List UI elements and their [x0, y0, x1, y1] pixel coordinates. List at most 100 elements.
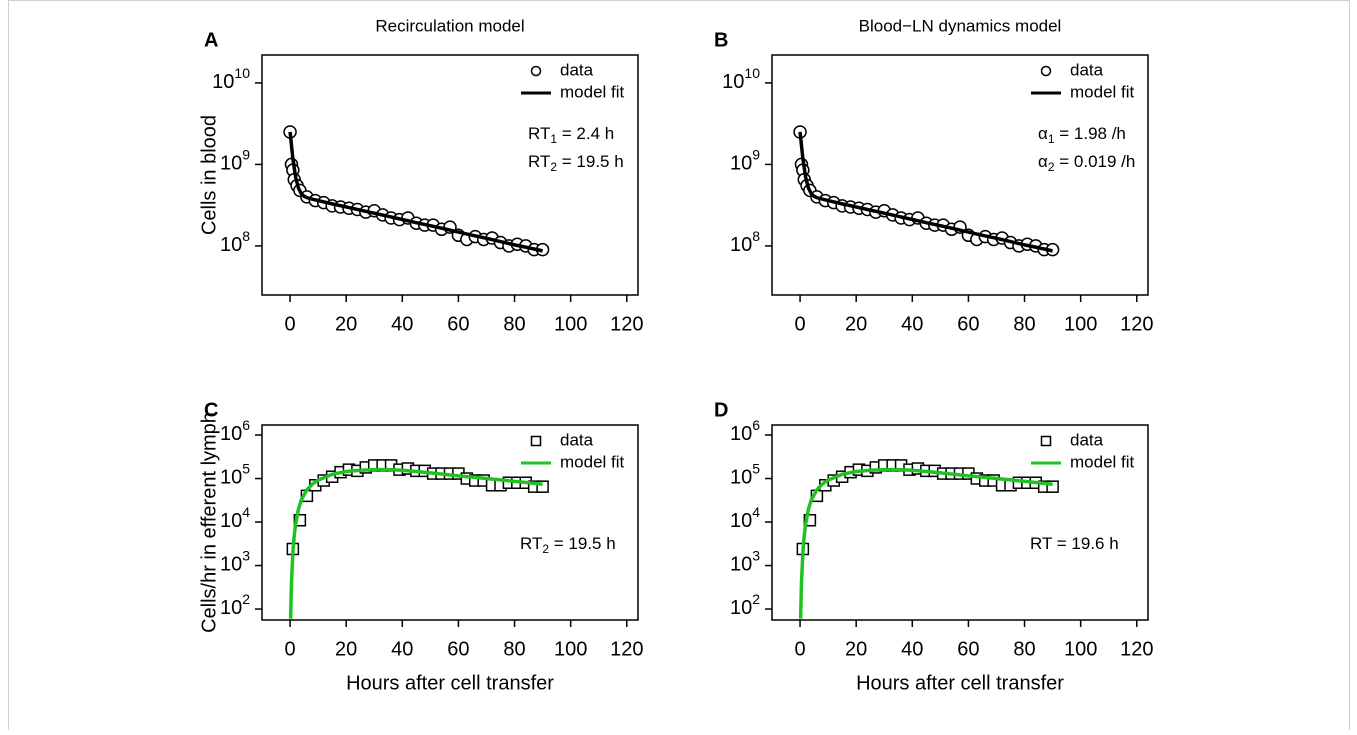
y-tick-exponent: 3 — [752, 547, 760, 563]
x-tick-label: 20 — [335, 313, 357, 335]
y-tick-base: 10 — [730, 510, 752, 532]
annotation: RT1 = 2.4 h — [528, 124, 614, 146]
x-tick-label: 120 — [1120, 313, 1153, 335]
y-tick-base: 10 — [730, 554, 752, 576]
annotation: RT2 = 19.5 h — [520, 534, 616, 556]
annotation-subscript: 2 — [1048, 160, 1055, 174]
fit-line — [798, 467, 1053, 619]
y-tick-base: 10 — [220, 423, 242, 445]
annotation-text: α — [1038, 152, 1048, 171]
x-tick-label: 80 — [503, 313, 525, 335]
panel-letter: D — [714, 399, 728, 421]
legend-marker — [1040, 65, 1052, 77]
y-tick-exponent: 9 — [752, 146, 760, 162]
x-tick-label: 80 — [503, 638, 525, 660]
y-axis-label: Cells in blood — [198, 115, 220, 235]
y-tick-base: 10 — [730, 234, 752, 256]
y-tick-exponent: 4 — [242, 504, 250, 520]
y-tick-label: 1010 — [722, 65, 760, 94]
panel-letter: A — [204, 29, 218, 51]
data-point — [803, 513, 817, 527]
fit-line — [288, 131, 543, 253]
annotation-text: = 19.5 h — [549, 534, 616, 553]
annotation-subscript: 1 — [1048, 132, 1055, 146]
panel-title: Recirculation model — [375, 16, 524, 35]
y-tick-exponent: 4 — [752, 504, 760, 520]
x-tick-label: 20 — [845, 313, 867, 335]
y-tick-label: 103 — [220, 547, 250, 576]
y-tick-base: 10 — [220, 510, 242, 532]
annotation-subscript: 2 — [542, 542, 549, 556]
x-tick-label: 20 — [845, 638, 867, 660]
x-axis-label: Hours after cell transfer — [346, 672, 554, 694]
x-tick-label: 120 — [610, 313, 643, 335]
annotation-subscript: 2 — [550, 160, 557, 174]
legend-marker — [530, 435, 542, 447]
x-tick-label: 0 — [284, 313, 295, 335]
y-tick-base: 10 — [220, 597, 242, 619]
legend-label: data — [1070, 430, 1104, 449]
data-point — [1046, 480, 1059, 493]
y-tick-label: 105 — [730, 460, 760, 489]
plot-frame — [771, 54, 1149, 296]
annotation: RT = 19.6 h — [1030, 534, 1119, 553]
y-tick-base: 10 — [730, 467, 752, 489]
x-tick-label: 40 — [901, 638, 923, 660]
y-tick-exponent: 10 — [744, 65, 760, 81]
x-tick-label: 100 — [554, 313, 587, 335]
x-tick-label: 40 — [901, 313, 923, 335]
annotation-text: RT — [528, 124, 550, 143]
annotation-subscript: 1 — [550, 132, 557, 146]
y-tick-exponent: 2 — [752, 591, 760, 607]
x-axis-label: Hours after cell transfer — [856, 672, 1064, 694]
x-tick-label: 40 — [391, 313, 413, 335]
plot-area — [796, 459, 1059, 619]
y-tick-exponent: 6 — [752, 417, 760, 433]
y-tick-exponent: 3 — [242, 547, 250, 563]
annotation-text: RT — [528, 152, 550, 171]
data-point — [536, 480, 549, 493]
y-tick-label: 106 — [220, 417, 250, 446]
x-tick-label: 120 — [610, 638, 643, 660]
plot-area — [286, 459, 549, 619]
annotation-text: = 1.98 /h — [1055, 124, 1126, 143]
y-tick-exponent: 2 — [242, 591, 250, 607]
y-tick-base: 10 — [220, 467, 242, 489]
annotation-text: RT — [520, 534, 542, 553]
y-tick-label: 108 — [220, 228, 250, 257]
annotation: α2 = 0.019 /h — [1038, 152, 1135, 174]
x-tick-label: 60 — [447, 313, 469, 335]
x-tick-label: 100 — [1064, 638, 1097, 660]
y-axis-label: Cells/hr in efferent lymph — [198, 412, 220, 633]
legend-label: model fit — [560, 452, 625, 471]
y-tick-label: 106 — [730, 417, 760, 446]
y-tick-base: 10 — [220, 153, 242, 175]
x-tick-label: 0 — [284, 638, 295, 660]
panel-letter: C — [204, 399, 218, 421]
x-tick-label: 80 — [1013, 638, 1035, 660]
x-tick-label: 60 — [957, 638, 979, 660]
legend-label: model fit — [1070, 82, 1135, 101]
legend-label: data — [1070, 60, 1104, 79]
plot-area — [283, 125, 550, 257]
legend-marker — [1040, 435, 1052, 447]
y-tick-label: 1010 — [212, 65, 250, 94]
annotation: RT2 = 19.5 h — [528, 152, 624, 174]
y-tick-label: 102 — [730, 591, 760, 620]
x-tick-label: 60 — [957, 313, 979, 335]
y-tick-exponent: 8 — [752, 228, 760, 244]
legend-marker — [530, 65, 542, 77]
y-tick-label: 104 — [220, 504, 250, 533]
x-tick-label: 20 — [335, 638, 357, 660]
legend-label: data — [560, 430, 594, 449]
annotation: α1 = 1.98 /h — [1038, 124, 1126, 146]
data-point — [293, 513, 307, 527]
plot-frame — [261, 54, 639, 296]
x-tick-label: 80 — [1013, 313, 1035, 335]
y-tick-label: 109 — [220, 146, 250, 175]
plot-area — [793, 125, 1060, 257]
legend-label: model fit — [1070, 452, 1135, 471]
y-tick-exponent: 5 — [752, 460, 760, 476]
y-tick-base: 10 — [212, 71, 234, 93]
